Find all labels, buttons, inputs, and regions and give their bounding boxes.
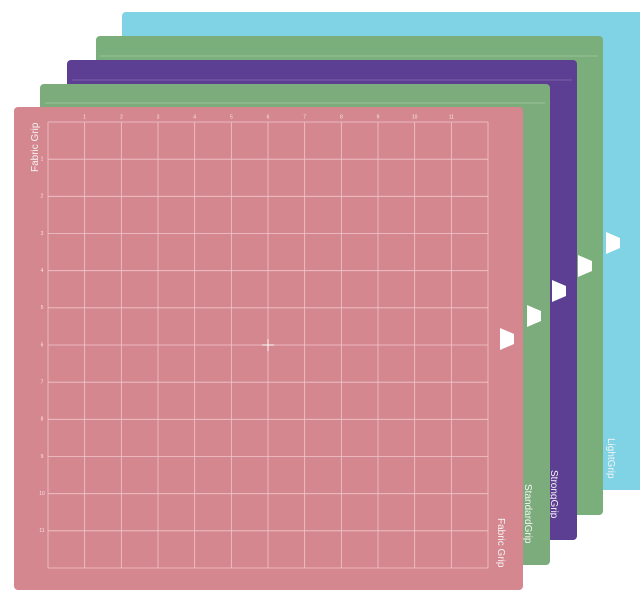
- ruler-number: 11: [39, 528, 44, 534]
- ruler-number: 3: [157, 114, 160, 120]
- ruler-number: 10: [39, 491, 45, 497]
- ruler-number: 1: [83, 114, 86, 120]
- mat-label: Fabric Grip: [495, 518, 506, 568]
- ruler-number: 9: [377, 114, 380, 120]
- ruler-number: 8: [41, 417, 44, 423]
- ruler-number: 10: [412, 114, 418, 120]
- ruler-number: 9: [41, 454, 44, 460]
- ruler-number: 1: [41, 156, 44, 162]
- mat-label: StrongGrip: [548, 470, 559, 519]
- ruler-number: 5: [41, 305, 44, 311]
- ruler-number: 11: [449, 114, 454, 120]
- mat-label: Fabric Grip: [30, 122, 41, 172]
- ruler-number: 7: [41, 379, 44, 385]
- ruler-number: 4: [41, 268, 44, 274]
- ruler-number: 2: [120, 114, 123, 120]
- ruler-number: 4: [193, 114, 196, 120]
- mat-label: StandardGrip: [522, 484, 533, 544]
- mat-notch: [527, 305, 541, 327]
- mat-notch: [552, 280, 566, 302]
- mat-label: LightGrip: [605, 438, 616, 479]
- ruler-number: 2: [41, 194, 44, 200]
- ruler-number: 3: [41, 231, 44, 237]
- ruler-number: 6: [41, 342, 44, 348]
- mat-notch: [606, 232, 620, 254]
- ruler-number: 7: [303, 114, 306, 120]
- ruler-number: 8: [340, 114, 343, 120]
- ruler-number: 6: [267, 114, 270, 120]
- mat-notch: [500, 328, 514, 350]
- mat-notch: [578, 255, 592, 277]
- ruler-number: 5: [230, 114, 233, 120]
